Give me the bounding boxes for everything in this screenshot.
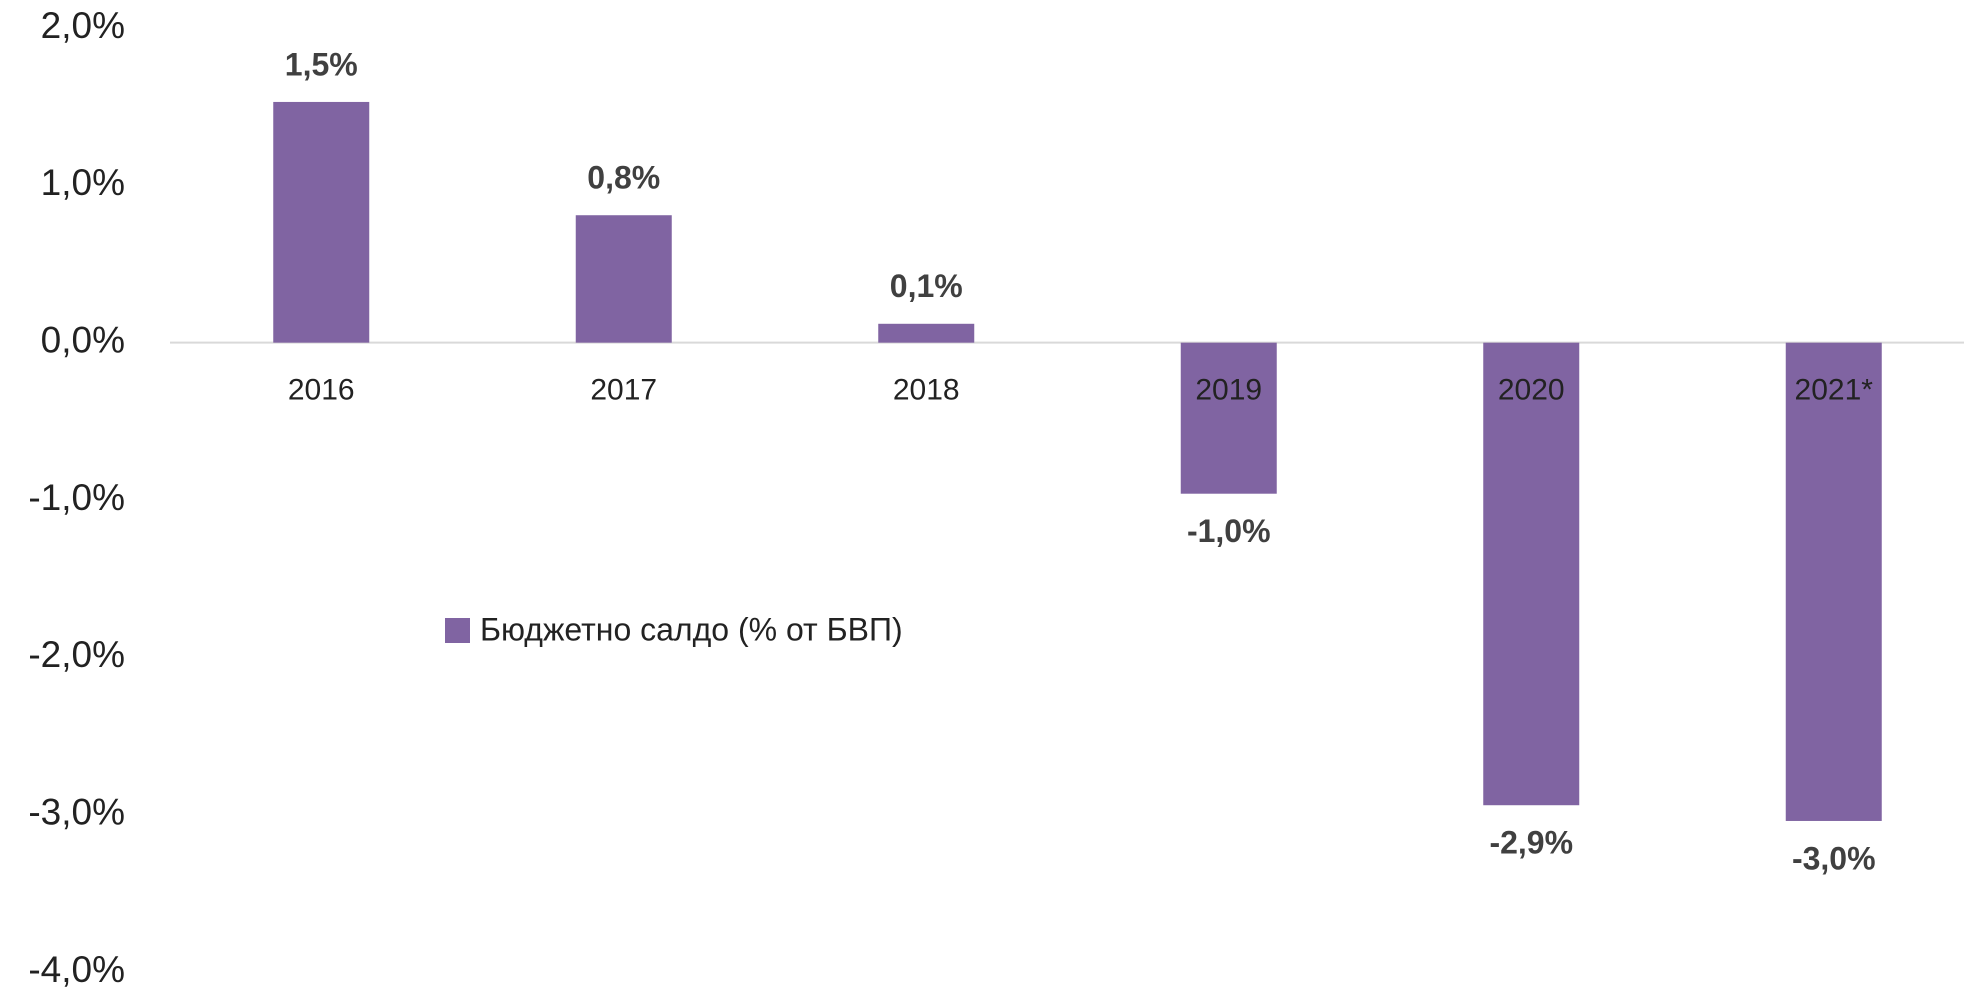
- data-label: -2,9%: [1489, 825, 1573, 861]
- bar: [878, 323, 975, 343]
- legend-swatch: [445, 618, 470, 643]
- bar: [273, 101, 370, 343]
- x-tick-label: 2020: [1498, 374, 1565, 407]
- bar: [575, 215, 672, 343]
- x-tick-label: 2019: [1195, 374, 1262, 407]
- y-tick-label: 2,0%: [41, 5, 125, 46]
- y-tick-label: 0,0%: [41, 319, 125, 360]
- data-label: 1,5%: [285, 46, 358, 82]
- data-label: 0,8%: [587, 160, 660, 196]
- bar: [1785, 342, 1882, 821]
- bar: [1483, 342, 1580, 806]
- y-tick-label: -3,0%: [28, 791, 125, 832]
- y-tick-label: 1,0%: [41, 162, 125, 203]
- x-tick-label: 2016: [288, 374, 355, 407]
- bar: [1180, 342, 1277, 494]
- data-label: 0,1%: [890, 268, 963, 304]
- y-tick-label: -2,0%: [28, 634, 125, 675]
- legend-label: Бюджетно салдо (% от БВП): [480, 611, 903, 647]
- y-tick-label: -4,0%: [28, 949, 125, 990]
- data-label: -1,0%: [1187, 513, 1271, 549]
- y-tick-label: -1,0%: [28, 477, 125, 518]
- x-tick-label: 2017: [590, 374, 657, 407]
- x-tick-label: 2021*: [1795, 374, 1874, 407]
- data-label: -3,0%: [1792, 840, 1876, 876]
- x-tick-label: 2018: [893, 374, 960, 407]
